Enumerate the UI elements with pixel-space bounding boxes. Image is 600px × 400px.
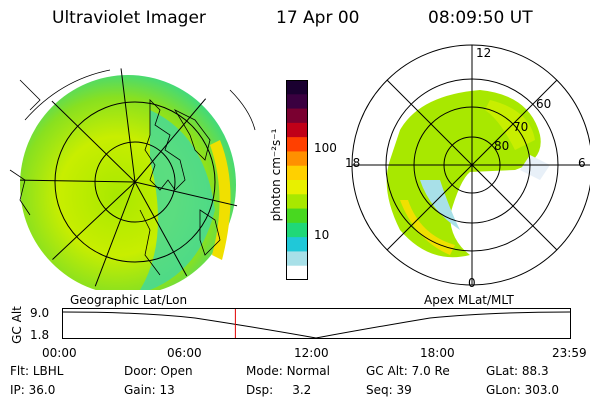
time-tick-4: 23:59 <box>552 346 587 360</box>
time-tick-3: 18:00 <box>420 346 455 360</box>
colorbar-segment <box>286 251 308 267</box>
alt-ymin-label: 1.8 <box>30 328 50 342</box>
colorbar-tick-10: 10 <box>314 228 330 242</box>
flt-value: LBHL <box>32 364 64 378</box>
ip-value: 36.0 <box>28 383 56 397</box>
dsp-value: 3.2 <box>292 383 312 397</box>
gain-info: Gain: 13 <box>124 383 175 397</box>
mlt-6-label: 6 <box>578 156 586 170</box>
colorbar-segment <box>286 108 308 124</box>
dsp-label: Dsp: <box>246 383 274 397</box>
colorbar-segment <box>286 194 308 210</box>
seq-label: Seq: <box>366 383 393 397</box>
colorbar-segment <box>286 165 308 181</box>
mlat-70-label: 70 <box>513 120 529 134</box>
alt-ymax-label: 9.0 <box>30 306 50 320</box>
time-tick-0: 00:00 <box>42 346 77 360</box>
time-label: 08:09:50 UT <box>428 8 533 28</box>
colorbar-segment <box>286 180 308 195</box>
geo-bright-arc <box>210 140 231 260</box>
gain-label: Gain: <box>124 383 156 397</box>
colorbar-segment <box>286 80 308 95</box>
colorbar-segment <box>286 208 308 224</box>
glat-value: 88.3 <box>521 364 549 378</box>
coastline-outlines <box>9 69 256 276</box>
colorbar-segment <box>286 137 308 152</box>
glon-value: 303.0 <box>524 383 559 397</box>
apex-label: Apex MLat/MLT <box>424 293 514 307</box>
mode-info: Mode: Normal <box>246 364 330 378</box>
geo-dim-region <box>140 110 215 290</box>
glon-info: GLon: 303.0 <box>486 383 559 397</box>
flt-label: Flt: <box>10 364 29 378</box>
colorbar <box>286 80 308 280</box>
door-label: Door: <box>124 364 157 378</box>
seq-info: Seq: 39 <box>366 383 412 397</box>
magnetic-polar-plot <box>351 44 590 286</box>
glon-label: GLon: <box>486 383 521 397</box>
glat-label: GLat: <box>486 364 519 378</box>
time-tick-2: 12:00 <box>294 346 329 360</box>
mlat-60-label: 60 <box>536 97 552 111</box>
mode-label: Mode: <box>246 364 283 378</box>
glat-info: GLat: 88.3 <box>486 364 549 378</box>
mlat-80-label: 80 <box>494 139 510 153</box>
gain-value: 13 <box>159 383 175 397</box>
geographic-image <box>9 68 256 290</box>
colorbar-segment <box>286 265 308 280</box>
ip-info: IP: 36.0 <box>10 383 55 397</box>
instrument-title: Ultraviolet Imager <box>52 8 206 28</box>
geographic-label: Geographic Lat/Lon <box>70 293 188 307</box>
mode-value: Normal <box>286 364 330 378</box>
gcalt-value: 7.0 Re <box>411 364 450 378</box>
mlt-18-label: 18 <box>345 156 361 170</box>
door-info: Door: Open <box>124 364 193 378</box>
colorbar-unit-label: photon cm⁻²s⁻¹ <box>269 128 283 222</box>
colorbar-segment <box>286 94 308 110</box>
altitude-curve <box>62 311 571 339</box>
seq-value: 39 <box>396 383 412 397</box>
altitude-plot <box>62 308 571 339</box>
dsp-info: Dsp: 3.2 <box>246 383 311 397</box>
colorbar-tick-100: 100 <box>314 141 337 155</box>
door-value: Open <box>160 364 193 378</box>
date-label: 17 Apr 00 <box>276 8 360 28</box>
gcalt-info: GC Alt: 7.0 Re <box>366 364 450 378</box>
colorbar-segment <box>286 122 308 138</box>
mlt-12-label: 12 <box>476 46 492 60</box>
gcalt-label: GC Alt: <box>366 364 408 378</box>
ip-label: IP: <box>10 383 25 397</box>
filter-info: Flt: LBHL <box>10 364 63 378</box>
colorbar-segment <box>286 151 308 167</box>
time-tick-1: 06:00 <box>167 346 202 360</box>
colorbar-segment <box>286 237 308 252</box>
mlt-0-label: 0 <box>468 276 476 290</box>
colorbar-segment <box>286 222 308 238</box>
